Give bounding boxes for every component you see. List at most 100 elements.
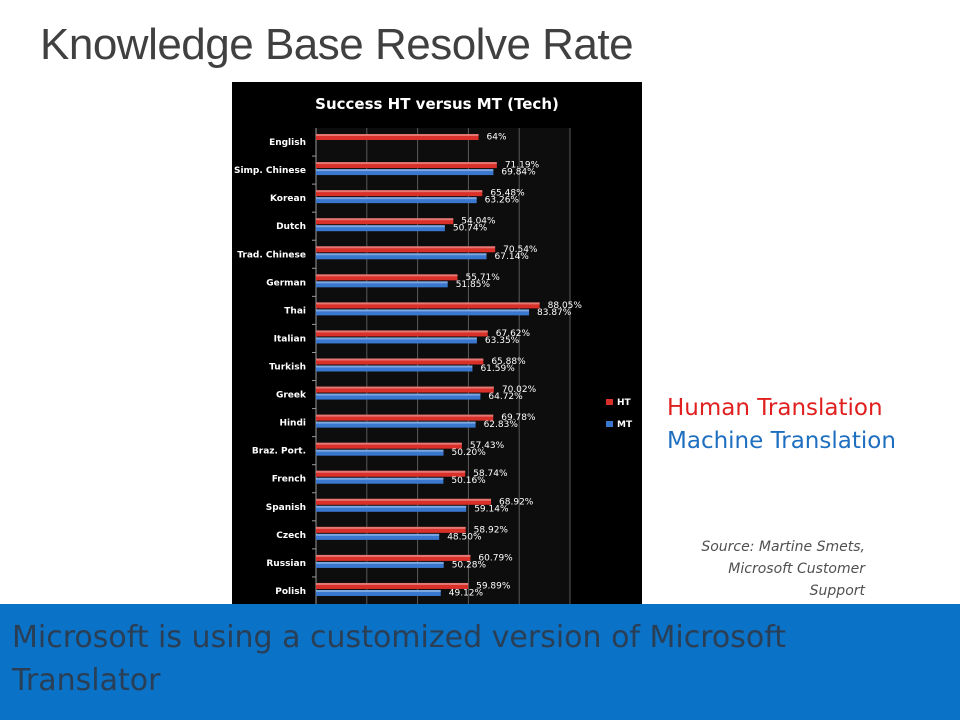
data-label: 88.05%: [548, 301, 583, 311]
bar-highlight: [316, 589, 441, 592]
bar-highlight: [316, 505, 467, 508]
bar-highlight: [316, 477, 444, 480]
source-citation: Source: Martine Smets, Microsoft Custome…: [701, 539, 865, 599]
data-label: 48.50%: [447, 532, 482, 542]
category-label: Korean: [270, 194, 306, 204]
bar-ht: [316, 302, 540, 309]
bar-mt: [316, 225, 445, 232]
category-label: Polish: [275, 587, 306, 597]
bar-ht: [316, 414, 494, 421]
data-label: 59.14%: [474, 504, 509, 514]
data-label: 69.84%: [501, 168, 536, 178]
bar-highlight: [316, 526, 466, 529]
bar-mt: [316, 169, 494, 176]
slide-title: Knowledge Base Resolve Rate: [40, 20, 634, 69]
bar-highlight: [316, 449, 444, 452]
bar-ht: [316, 498, 492, 505]
category-label: Italian: [274, 334, 306, 344]
bar-ht: [316, 246, 496, 253]
data-label: 63.35%: [485, 336, 520, 346]
bar-highlight: [316, 533, 440, 536]
bar-highlight: [316, 330, 488, 333]
bar-highlight: [316, 134, 479, 137]
bar-highlight: [316, 561, 444, 564]
data-label: 63.26%: [485, 196, 520, 206]
bar-mt: [316, 561, 444, 568]
machine-translation-label: Machine Translation: [667, 428, 896, 454]
data-label: 51.85%: [456, 280, 491, 290]
bar-ht: [316, 190, 483, 197]
data-label: 64.72%: [488, 392, 523, 402]
data-label: 83.87%: [537, 308, 572, 318]
bar-ht: [316, 442, 462, 449]
bar-highlight: [316, 309, 530, 312]
bar-highlight: [316, 169, 494, 172]
category-label: Spanish: [266, 503, 306, 513]
bar-ht: [316, 358, 484, 365]
data-label: 50.20%: [452, 448, 487, 458]
legend-labels: Human Translation Machine Translation: [667, 392, 896, 458]
data-label: 50.16%: [451, 476, 486, 486]
bar-mt: [316, 197, 477, 204]
bar-ht: [316, 526, 466, 533]
data-label: 69.78%: [501, 413, 536, 423]
data-label: 57.43%: [470, 441, 505, 451]
data-label: 58.92%: [474, 525, 509, 535]
bar-mt: [316, 477, 444, 484]
bar-ht: [316, 162, 497, 169]
data-label: 65.88%: [491, 357, 526, 367]
data-label: 50.28%: [452, 560, 487, 570]
category-label: Dutch: [276, 222, 306, 232]
bar-ht: [316, 134, 479, 141]
bar-highlight: [316, 197, 477, 200]
bar-highlight: [316, 190, 483, 193]
data-label: 62.83%: [484, 420, 519, 430]
category-label: English: [269, 138, 306, 148]
bar-highlight: [316, 225, 445, 228]
bar-highlight: [316, 246, 496, 249]
data-label: 60.79%: [478, 553, 513, 563]
bar-ht: [316, 386, 494, 393]
bar-highlight: [316, 302, 540, 305]
human-translation-label: Human Translation: [667, 395, 883, 421]
bar-highlight: [316, 358, 484, 361]
bar-mt: [316, 309, 530, 316]
category-label: Turkish: [269, 363, 306, 373]
bar-ht: [316, 582, 469, 589]
data-label: 50.74%: [453, 224, 488, 234]
bar-mt: [316, 253, 487, 260]
bar-mt: [316, 449, 444, 456]
bar-mt: [316, 393, 481, 400]
category-label: French: [272, 475, 306, 485]
data-label: 54.04%: [461, 217, 496, 227]
data-label: 70.02%: [502, 385, 537, 395]
legend-swatch-mt: [606, 421, 613, 427]
bar-highlight: [316, 554, 471, 557]
bar-ht: [316, 274, 458, 281]
bar-highlight: [316, 386, 494, 389]
bar-mt: [316, 505, 467, 512]
bar-mt: [316, 281, 448, 288]
data-label: 49.12%: [449, 588, 484, 598]
bar-highlight: [316, 337, 477, 340]
data-label: 70.54%: [503, 245, 538, 255]
data-label: 68.92%: [499, 497, 534, 507]
legend-label-mt: MT: [617, 420, 633, 430]
data-label: 59.89%: [476, 581, 511, 591]
data-label: 67.14%: [495, 252, 530, 262]
bar-highlight: [316, 281, 448, 284]
bar-highlight: [316, 162, 497, 165]
bar-highlight: [316, 365, 473, 368]
bar-highlight: [316, 414, 494, 417]
data-label: 64%: [487, 133, 507, 143]
category-label: Greek: [276, 391, 307, 401]
category-label: Russian: [266, 559, 306, 569]
legend-swatch-ht: [606, 399, 613, 405]
data-label: 55.71%: [466, 273, 501, 283]
bar-chart: Success HT versus MT (Tech) English 64% Sim…: [234, 95, 633, 605]
data-label: 67.62%: [496, 329, 531, 339]
category-label: Thai: [284, 306, 306, 316]
category-label: Hindi: [279, 419, 306, 429]
bar-highlight: [316, 421, 476, 424]
data-label: 58.74%: [473, 469, 508, 479]
